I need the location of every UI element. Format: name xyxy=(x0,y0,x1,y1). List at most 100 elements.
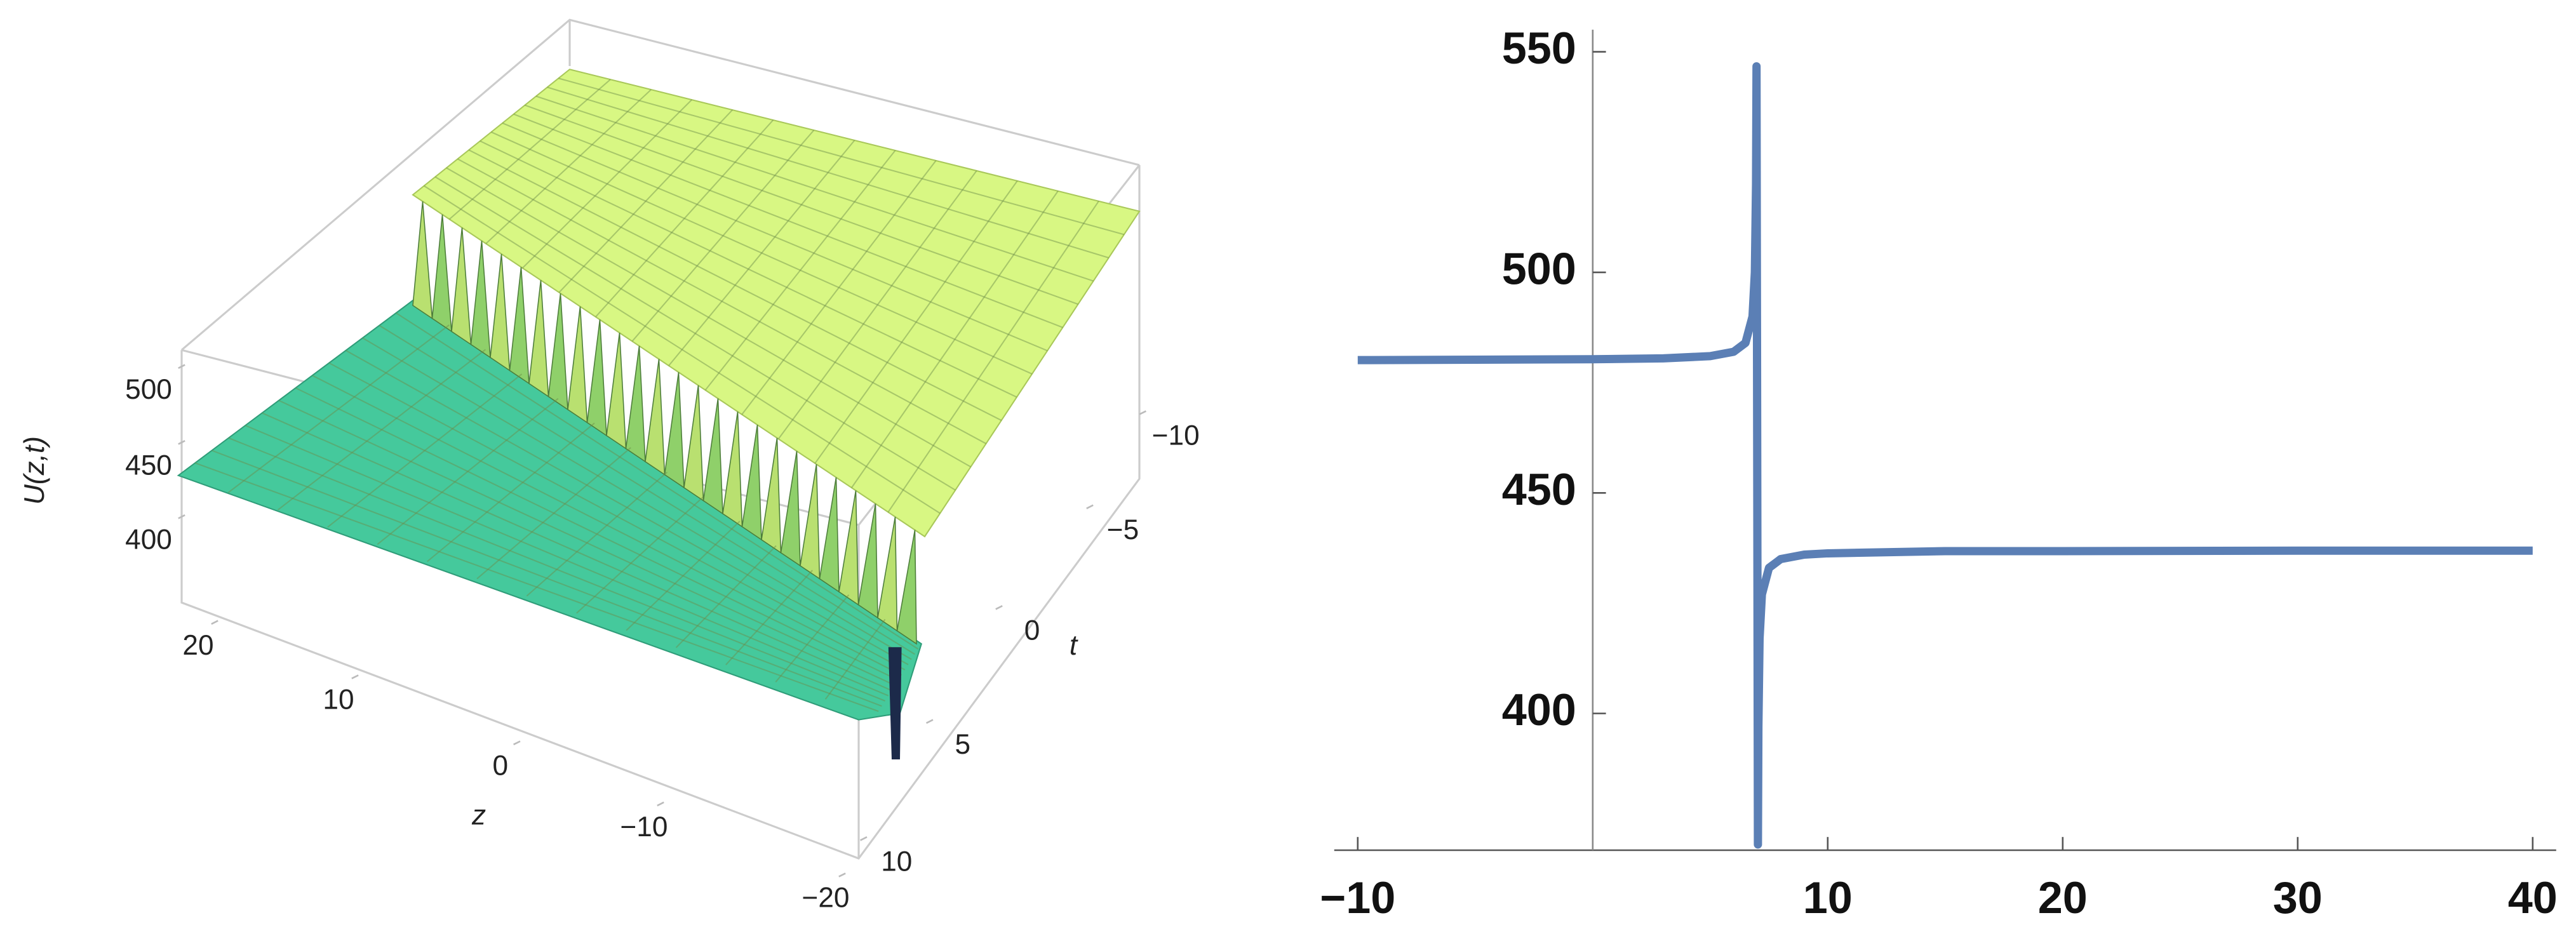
yticks-mark xyxy=(995,605,1003,610)
wall-spike xyxy=(838,490,859,606)
wall-spike xyxy=(528,280,549,398)
mesh-line xyxy=(595,119,774,317)
y-tick-label: 400 xyxy=(1502,684,1576,735)
mesh-line xyxy=(362,337,912,660)
mesh-line xyxy=(262,412,892,691)
zticks-mark xyxy=(178,440,185,445)
zticks-label: 500 xyxy=(125,374,172,405)
surface-panel: U(z,t) z t −20 −10 0 10 20 −10 −5 0 5 10 400 450 500 xyxy=(19,18,1200,914)
yticks-mark xyxy=(926,719,934,724)
wall-spike xyxy=(451,227,472,346)
mesh-line xyxy=(228,437,885,702)
wall-spike xyxy=(509,267,530,385)
surface-mesh xyxy=(194,77,1125,712)
wall-spike xyxy=(896,530,917,645)
wall-spike xyxy=(877,516,898,632)
mesh-line xyxy=(328,362,906,671)
mesh-line xyxy=(327,373,523,528)
xticks-mark xyxy=(657,801,664,806)
mesh-line xyxy=(227,324,450,493)
yticks-label: 0 xyxy=(1024,615,1040,646)
wall-spike xyxy=(431,214,452,333)
y-tick-label: 450 xyxy=(1502,464,1576,514)
z-axis-title: U(z,t) xyxy=(19,436,50,505)
mesh-line xyxy=(741,160,937,415)
wall-spike xyxy=(490,253,511,372)
transition-wall xyxy=(412,201,917,645)
mesh-line xyxy=(485,89,652,244)
mesh-line xyxy=(480,140,1017,398)
yticks-label: 10 xyxy=(881,846,912,877)
xticks-mark xyxy=(838,872,846,878)
zticks-label: 450 xyxy=(125,450,172,481)
yticks-label: −10 xyxy=(1152,420,1200,451)
mesh-line xyxy=(295,387,899,681)
x-tick-label: −10 xyxy=(1320,872,1395,923)
xticks-label: 20 xyxy=(182,630,213,661)
mesh-line xyxy=(468,149,1002,421)
mesh-line xyxy=(525,104,1078,305)
mesh-line xyxy=(704,150,896,390)
mesh-line xyxy=(312,375,902,676)
yticks-mark xyxy=(1139,410,1146,415)
xticks-label: −20 xyxy=(802,883,850,914)
mesh-line xyxy=(424,185,941,514)
wall-spike xyxy=(412,201,433,320)
wall-spike xyxy=(664,372,685,489)
upper-plane xyxy=(412,69,1141,538)
data-line xyxy=(1357,62,2533,849)
x-tick-label: 10 xyxy=(1803,872,1853,923)
mesh-line xyxy=(576,496,704,614)
x-axis-title: z xyxy=(471,800,486,831)
mesh-line xyxy=(558,109,734,293)
wall-spike xyxy=(470,241,491,359)
xticks-label: 10 xyxy=(323,684,354,716)
mesh-line xyxy=(377,397,559,545)
wall-spike xyxy=(586,319,607,437)
x-tick-label: 20 xyxy=(2038,872,2088,923)
mesh-line xyxy=(379,324,915,655)
mesh-line xyxy=(777,170,977,439)
mesh-line xyxy=(491,131,1033,375)
y-tick-label: 550 xyxy=(1502,23,1576,73)
mesh-line xyxy=(668,140,855,366)
wall-spike xyxy=(606,333,627,450)
mesh-line xyxy=(513,113,1063,328)
mesh-line xyxy=(448,79,611,220)
line-panel: −10 10 20 30 40 400 450 500 550 xyxy=(1320,23,2558,923)
mesh-line xyxy=(211,450,882,707)
mesh-line xyxy=(396,312,919,650)
wall-spike xyxy=(547,293,568,411)
mesh-line xyxy=(547,86,1110,258)
xticks-label: 0 xyxy=(493,751,509,782)
wall-spike xyxy=(702,398,723,515)
mesh-line xyxy=(851,190,1059,488)
mesh-line xyxy=(446,167,971,468)
wall-spike xyxy=(722,411,743,528)
wall-spike xyxy=(761,437,782,554)
wall-spike xyxy=(683,385,704,502)
yticks-label: −5 xyxy=(1107,514,1139,545)
mesh-line xyxy=(626,521,741,631)
wall-spike xyxy=(800,464,821,580)
surface-spike xyxy=(888,647,902,759)
mesh-line xyxy=(194,462,879,712)
y-tick-label: 500 xyxy=(1502,243,1576,293)
mesh-line xyxy=(631,130,815,342)
wall-spike xyxy=(567,306,588,424)
mesh-line xyxy=(502,122,1048,352)
zticks-mark xyxy=(178,364,185,369)
xticks-mark xyxy=(351,674,359,679)
mesh-line xyxy=(457,158,987,444)
mesh-line xyxy=(434,176,956,491)
mesh-line xyxy=(245,425,889,697)
wall-spike xyxy=(857,504,878,619)
x-tick-label: 30 xyxy=(2273,872,2323,923)
yticks-mark xyxy=(1086,504,1094,509)
mesh-line xyxy=(725,570,813,665)
zticks-label: 400 xyxy=(125,524,172,555)
xticks-mark xyxy=(211,620,218,625)
mesh-line xyxy=(535,95,1094,282)
